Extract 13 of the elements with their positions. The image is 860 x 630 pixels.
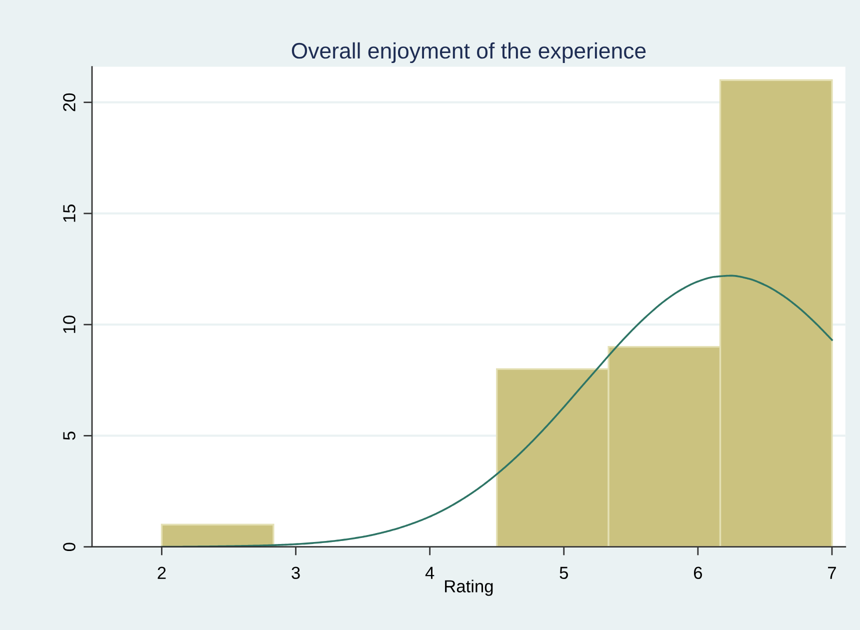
x-tick-label: 2 — [158, 566, 166, 579]
y-tick-label: 10 — [63, 316, 76, 333]
y-tick-label: 20 — [63, 93, 76, 112]
x-tick-label: 6 — [694, 566, 702, 580]
x-tick-label: 5 — [560, 566, 568, 580]
y-tick-label: 15 — [63, 204, 76, 222]
x-tick-label: 7 — [828, 566, 836, 579]
x-tick-label: 4 — [425, 566, 434, 579]
x-tick-label: 3 — [292, 566, 300, 580]
x-axis-title: Rating — [445, 580, 493, 596]
y-tick-label: 5 — [63, 432, 76, 440]
chart-title: Overall enjoyment of the experience — [292, 42, 646, 64]
y-tick-label: 0 — [63, 542, 76, 551]
